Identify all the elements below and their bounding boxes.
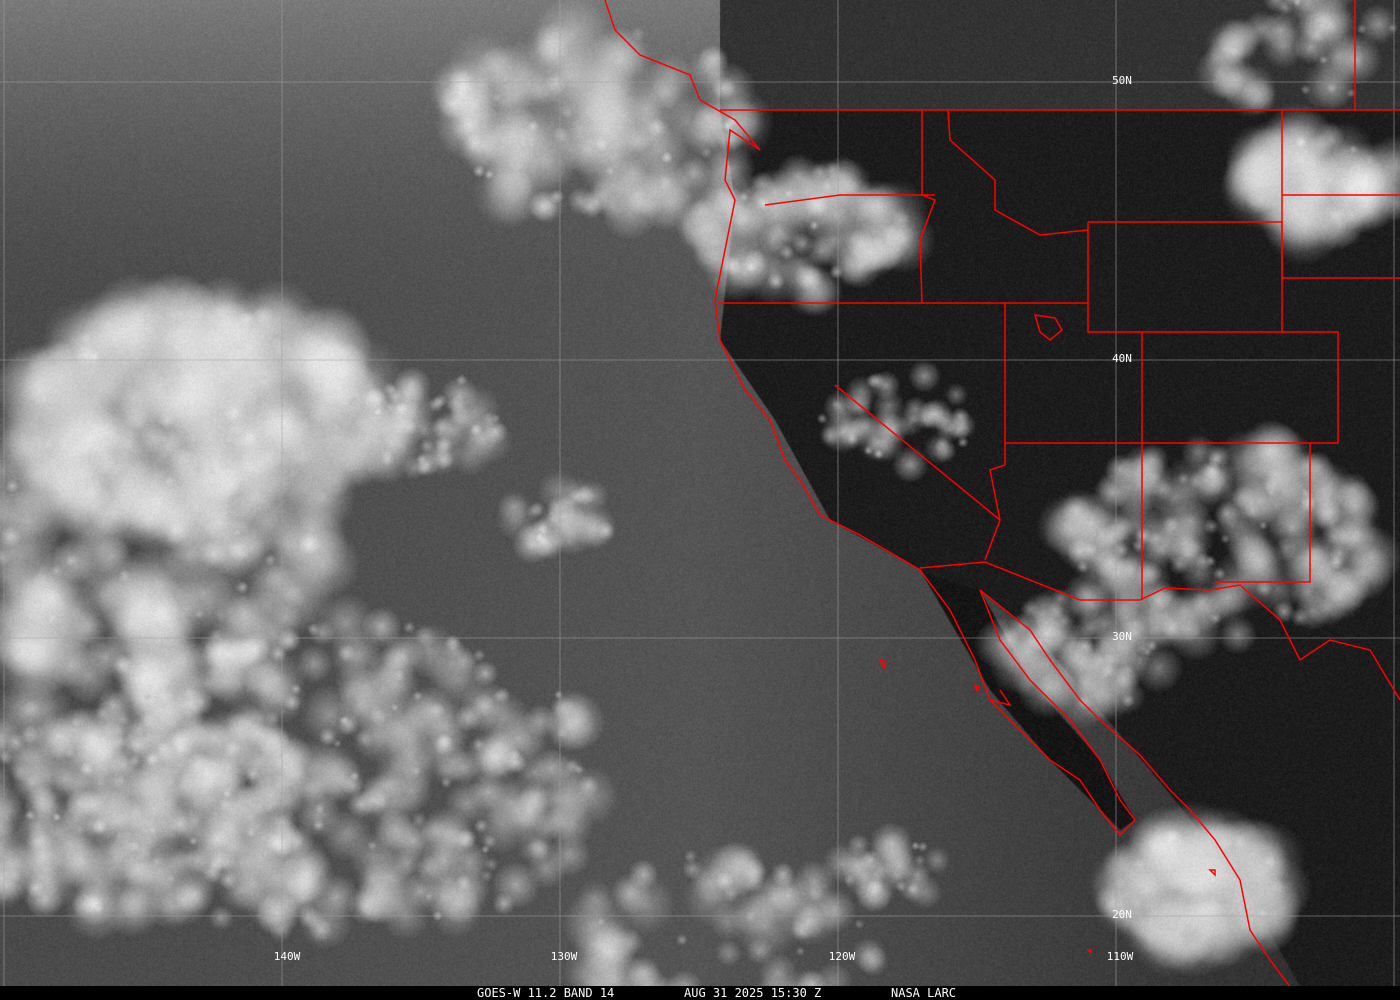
- lon-label-110w: 110W: [1106, 950, 1134, 963]
- lon-label-130w: 130W: [550, 950, 578, 963]
- baja-peninsula: [979, 589, 1136, 837]
- caption-source: NASA LARC: [891, 986, 957, 1000]
- new-mexico-border: [1215, 443, 1311, 583]
- lat-label-30n: 30N: [1112, 630, 1132, 643]
- caption-datetime: AUG 31 2025 15:30 Z: [684, 986, 822, 1000]
- wa-or-border: [764, 194, 935, 206]
- lon-label-120w: 120W: [828, 950, 856, 963]
- lat-label-40n: 40N: [1112, 352, 1132, 365]
- lake-outline: [1033, 314, 1063, 341]
- lon-label-140w: 140W: [273, 950, 301, 963]
- colorado-border: [1141, 331, 1339, 600]
- caption-product: GOES-W 11.2 BAND 14: [477, 986, 615, 1000]
- lat-label-20n: 20N: [1112, 908, 1132, 921]
- mexico-coast: [979, 589, 1291, 986]
- image-caption: GOES-W 11.2 BAND 14 AUG 31 2025 15:30 Z …: [0, 986, 1400, 1000]
- islands: [878, 658, 1216, 955]
- ca-mexico-border: [919, 561, 1400, 701]
- utah-border: [1005, 221, 1283, 444]
- nevada-border: [834, 303, 1006, 561]
- idaho-border: [919, 109, 1089, 304]
- coastline: [604, 0, 1012, 707]
- lat-label-50n: 50N: [1112, 74, 1132, 87]
- wyoming-border: [1281, 0, 1400, 279]
